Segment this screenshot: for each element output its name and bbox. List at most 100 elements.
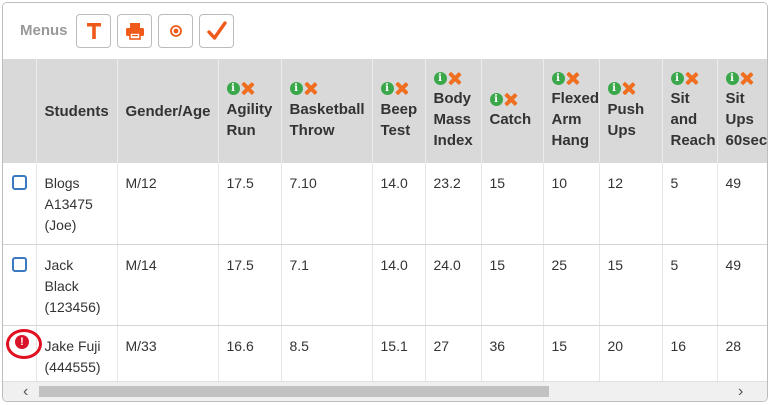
row-checkbox[interactable]	[12, 256, 27, 272]
remove-icon[interactable]	[448, 72, 461, 85]
test-result-cell[interactable]: 14.0	[372, 163, 426, 245]
text-format-button[interactable]	[76, 14, 111, 48]
column-header-label: Sit	[725, 90, 745, 107]
remove-icon[interactable]	[740, 72, 753, 85]
scroll-right-icon[interactable]: ›	[738, 383, 744, 400]
row-checkbox[interactable]	[12, 175, 27, 190]
info-icon[interactable]: i	[725, 71, 739, 85]
test-column-header[interactable]: i Flexed Arm Hang	[543, 59, 600, 163]
test-result-cell[interactable]: 16	[662, 325, 718, 381]
test-result-cell[interactable]: 36	[481, 325, 544, 381]
test-result-cell[interactable]: 15	[543, 325, 600, 381]
student-name-cell[interactable]: Jack Black (123456)	[36, 244, 118, 326]
scrollbar-thumb[interactable]	[39, 386, 549, 397]
table-row[interactable]: Jack Black (123456) M/14 17.5 7.1 14.0 24.0 15 25…	[3, 244, 767, 326]
remove-icon[interactable]	[395, 82, 408, 95]
test-result-cell[interactable]: 15	[481, 163, 544, 245]
test-column-header[interactable]: i Push Ups	[599, 59, 663, 163]
check-button[interactable]	[199, 14, 234, 48]
test-column-header[interactable]: i Sit and Reach	[662, 59, 718, 163]
test-result-cell[interactable]: 7.1	[281, 244, 373, 326]
students-column-header[interactable]: Students	[36, 59, 118, 163]
info-icon[interactable]: i	[226, 82, 240, 95]
remove-icon[interactable]	[504, 93, 517, 106]
column-header-label: Body	[433, 90, 472, 107]
test-result-cell[interactable]: 24.0	[425, 244, 482, 326]
column-header-label: Sit	[670, 90, 690, 107]
test-column-header[interactable]: i Catch	[481, 59, 544, 163]
test-result-cell[interactable]: 5	[662, 244, 718, 326]
test-result-cell[interactable]: 10	[543, 163, 600, 245]
info-icon[interactable]: i	[380, 82, 394, 95]
test-column-header[interactable]: i Basketball Throw	[281, 59, 373, 163]
test-column-header[interactable]: i Beep Test	[372, 59, 426, 163]
test-result-cell[interactable]: 7.10	[281, 163, 373, 245]
student-name-cell[interactable]: Blogs A13475 (Joe)	[36, 163, 118, 245]
column-header-label: Push	[607, 100, 645, 118]
print-button[interactable]	[117, 14, 152, 48]
test-result-cell[interactable]: 27	[425, 325, 482, 381]
test-column-header[interactable]: i Body Mass Index	[425, 59, 482, 163]
record-button[interactable]	[158, 14, 193, 48]
header-row: Students Gender/Age i Agility Run i Basketba…	[3, 59, 767, 163]
test-result-cell[interactable]: 14.0	[372, 244, 426, 326]
row-select-cell	[3, 244, 37, 326]
column-header-label: Hang	[551, 132, 590, 149]
column-header-label: Beep	[380, 100, 418, 118]
test-result-cell[interactable]: 28	[717, 325, 767, 381]
test-result-cell[interactable]: 49	[717, 163, 767, 245]
test-result-cell[interactable]: 25	[543, 244, 600, 326]
test-result-cell[interactable]: 5	[662, 163, 718, 245]
table-row[interactable]: ! Jake Fuji (444555) M/33 16.6 8.5 15.1 27 36 15 2…	[3, 325, 767, 381]
info-icon[interactable]: i	[551, 71, 565, 85]
column-header-label: Run	[226, 121, 256, 139]
column-header-label: Basketball	[289, 100, 365, 118]
test-result-cell[interactable]: 15.1	[372, 325, 426, 381]
info-icon[interactable]: i	[489, 92, 503, 106]
warning-icon[interactable]: !	[6, 328, 42, 364]
test-column-header[interactable]: i Sit Ups 60sec	[717, 59, 767, 163]
test-result-cell[interactable]: 20	[599, 325, 663, 381]
student-name-cell[interactable]: Jake Fuji (444555)	[36, 325, 118, 381]
horizontal-scrollbar[interactable]: ‹ ›	[3, 381, 767, 401]
column-header-label: Test	[380, 121, 411, 139]
student-name-line: Blogs	[44, 175, 80, 191]
remove-icon[interactable]	[622, 82, 635, 95]
test-result-cell[interactable]: 15	[481, 244, 544, 326]
column-header-label: Reach	[670, 132, 716, 149]
info-icon[interactable]: i	[433, 71, 447, 85]
test-column-header[interactable]: i Agility Run	[218, 59, 282, 163]
remove-icon[interactable]	[685, 72, 698, 85]
column-header-label: and	[670, 111, 698, 128]
test-result-cell[interactable]: 17.5	[218, 244, 282, 326]
gender-age-column-header[interactable]: Gender/Age	[117, 59, 219, 163]
test-result-cell[interactable]: 16.6	[218, 325, 282, 381]
info-icon[interactable]: i	[607, 82, 621, 95]
student-name-line: Jack	[44, 256, 74, 273]
text-t-icon	[86, 23, 101, 39]
results-table-viewport[interactable]: Students Gender/Age i Agility Run i Basketba…	[3, 59, 767, 381]
column-action-icons: i	[433, 71, 473, 85]
exclamation-icon: !	[15, 334, 29, 349]
info-icon[interactable]: i	[670, 71, 684, 85]
remove-icon[interactable]	[304, 82, 317, 95]
column-header-label: Index	[433, 132, 473, 149]
test-result-cell[interactable]: 49	[717, 244, 767, 326]
results-table: Students Gender/Age i Agility Run i Basketba…	[3, 59, 767, 381]
test-result-cell[interactable]: 17.5	[218, 163, 282, 245]
column-action-icons: i	[607, 82, 654, 96]
checkmark-icon	[206, 21, 227, 40]
test-result-cell[interactable]: 12	[599, 163, 663, 245]
gender-age-cell: M/14	[117, 244, 219, 326]
printer-icon	[125, 23, 144, 40]
info-icon[interactable]: i	[289, 82, 303, 95]
row-select-cell	[3, 163, 37, 245]
table-row[interactable]: Blogs A13475 (Joe) M/12 17.5 7.10 14.0 23.2 15 10…	[3, 163, 767, 245]
test-result-cell[interactable]: 8.5	[281, 325, 373, 381]
scroll-left-icon[interactable]: ‹	[23, 383, 29, 400]
remove-icon[interactable]	[566, 72, 579, 85]
remove-icon[interactable]	[241, 82, 254, 95]
test-result-cell[interactable]: 15	[599, 244, 663, 326]
test-result-cell[interactable]: 23.2	[425, 163, 482, 245]
